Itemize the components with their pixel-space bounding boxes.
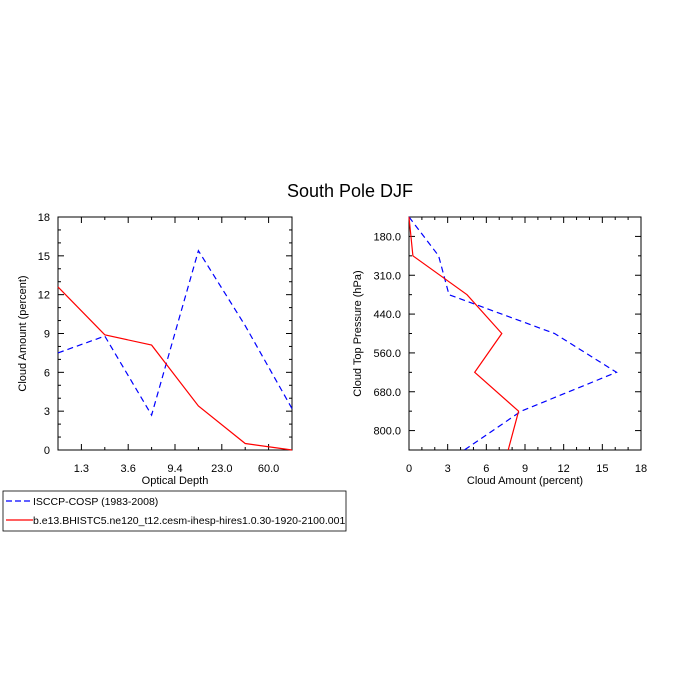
x-tick-label: 23.0 [211,463,232,475]
x-tick-label: 1.3 [74,463,89,475]
y-tick-label: 440.0 [373,309,401,321]
y-tick-label: 15 [38,251,50,263]
legend-box [2,490,347,532]
y-tick-label: 180.0 [373,231,401,243]
x-tick-label: 9.4 [167,463,182,475]
x-tick-label: 18 [635,463,647,475]
model-series-line [408,216,520,451]
x-tick-label: 15 [596,463,608,475]
y-tick-label: 310.0 [373,270,401,282]
x-tick-label: 0 [406,463,412,475]
x-tick-label: 60.0 [258,463,279,475]
y-tick-label: 680.0 [373,387,401,399]
x-tick-label: 3 [445,463,451,475]
x-tick-label: 6 [483,463,489,475]
x-axis-label: Cloud Amount (percent) [467,475,583,487]
x-tick-label: 3.6 [121,463,136,475]
legend-label: ISCCP-COSP (1983-2008) [33,496,158,508]
x-axis-label: Optical Depth [142,475,209,487]
y-tick-label: 18 [38,212,50,224]
y-tick-label: 6 [44,367,50,379]
y-tick-label: 800.0 [373,426,401,438]
y-tick-label: 12 [38,290,50,302]
isccp-series-line [57,249,293,417]
x-tick-label: 12 [558,463,570,475]
x-tick-label: 9 [522,463,528,475]
isccp-series-line [408,216,618,451]
y-tick-label: 3 [44,406,50,418]
y-axis-label: Cloud Amount (percent) [17,275,29,391]
legend: ISCCP-COSP (1983-2008) b.e13.BHISTC5.ne12… [2,490,347,532]
pressure-profile-plot: 0 3 6 9 12 15 18 180.0 310.0 440.0 560.0 680.0 800.0… [352,216,647,487]
y-axis-label: Cloud Top Pressure (hPa) [352,270,364,396]
legend-label: b.e13.BHISTC5.ne120_t12.cesm-ihesp-hires… [33,515,345,527]
plot-frame [57,216,293,451]
y-tick-label: 0 [44,445,50,457]
model-series-line [57,286,293,451]
y-tick-label: 9 [44,329,50,341]
plot-frame [408,216,642,451]
figure-title: South Pole DJF [287,181,413,201]
y-tick-label: 560.0 [373,348,401,360]
optical-depth-plot: 0 3 6 9 12 15 18 1.3 3.6 9.4 23.0 60.0 Optical Depth… [17,212,293,487]
